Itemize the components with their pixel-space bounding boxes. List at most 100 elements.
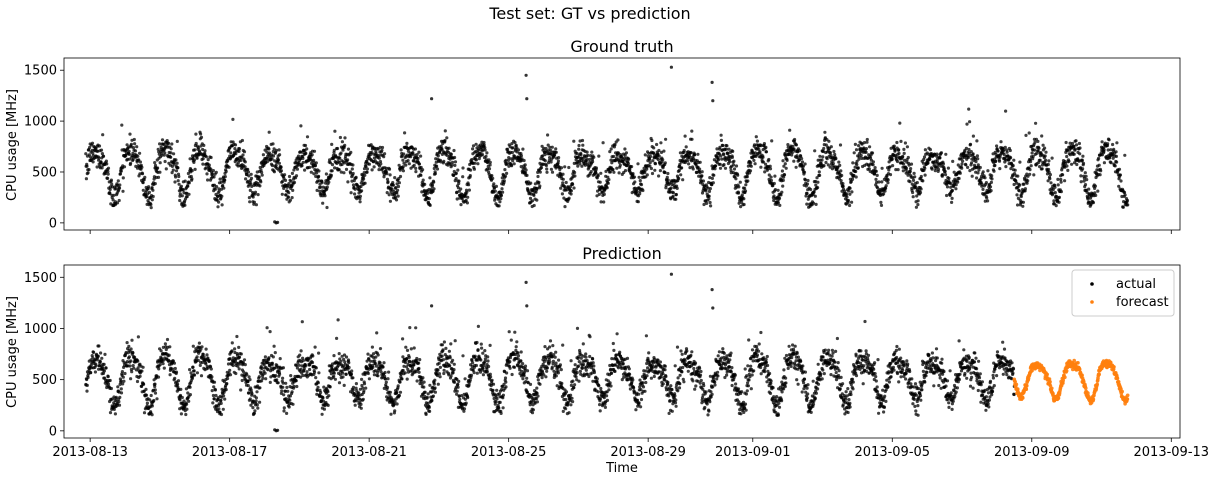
ground-truth-series-point xyxy=(253,190,258,194)
prediction-actual-point xyxy=(212,380,217,384)
prediction-actual-point xyxy=(442,371,446,376)
ground-truth-series-point xyxy=(522,158,526,163)
ground-truth-series-point xyxy=(713,167,717,171)
ground-truth-series-point xyxy=(367,162,371,166)
prediction-actual-point xyxy=(156,375,161,379)
ground-truth-series-point xyxy=(172,152,176,156)
ground-truth-series-point xyxy=(986,199,990,203)
ground-truth-series-point xyxy=(401,169,405,173)
ground-truth-series-point xyxy=(971,152,975,156)
ground-truth-series-point xyxy=(714,164,718,168)
prediction-actual-point xyxy=(428,383,432,387)
prediction-actual-point xyxy=(360,377,364,381)
ground-truth-series-point xyxy=(818,173,822,177)
ground-truth-series-point xyxy=(561,177,565,181)
ground-truth-series-point xyxy=(251,195,255,199)
prediction-actual-point xyxy=(170,367,174,371)
ground-truth-series-point xyxy=(216,205,220,209)
ground-truth-series-point xyxy=(1059,180,1063,184)
ground-truth-series-point xyxy=(970,161,974,165)
ground-truth-series-point xyxy=(653,168,657,172)
ground-truth-series-point xyxy=(790,151,794,155)
ground-truth-series-point xyxy=(350,167,354,171)
ground-truth-series-point xyxy=(662,149,666,153)
prediction-actual-point xyxy=(481,373,485,377)
ground-truth-series-point xyxy=(897,148,901,152)
ground-truth-series-point xyxy=(156,166,160,170)
prediction-actual-point xyxy=(403,371,407,375)
ground-truth-series-point xyxy=(396,188,400,192)
ground-truth-series-point xyxy=(567,196,571,200)
prediction-actual-point xyxy=(337,352,341,356)
ground-truth-series-point xyxy=(453,155,457,160)
figure-suptitle: Test set: GT vs prediction xyxy=(488,4,690,23)
ground-truth-series-point xyxy=(1061,173,1065,177)
ground-truth-series-point xyxy=(211,169,215,173)
ground-truth-series-point xyxy=(968,120,972,124)
prediction-actual-point xyxy=(185,402,189,406)
ground-truth-series-point xyxy=(1102,161,1106,165)
ground-truth-series-point xyxy=(252,200,256,204)
ground-truth-series-point xyxy=(315,188,319,192)
ground-truth-series-point xyxy=(902,147,906,151)
ground-truth-series-point xyxy=(952,170,956,174)
ground-truth-series-point xyxy=(413,147,417,151)
ground-truth-series-point xyxy=(504,158,508,162)
prediction-actual-point xyxy=(287,405,291,409)
ground-truth-series-point xyxy=(737,185,741,189)
ground-truth-series-point xyxy=(1077,141,1081,146)
ground-truth-series-point xyxy=(864,150,868,154)
prediction-actual-point xyxy=(165,337,170,342)
prediction-actual-point xyxy=(191,365,195,369)
ground-truth-series-point xyxy=(151,194,155,199)
ground-truth-series-point xyxy=(179,184,183,188)
ground-truth-series-point xyxy=(387,167,392,171)
ground-truth-series-point xyxy=(160,138,165,142)
ground-truth-series-point xyxy=(346,147,351,151)
ground-truth-series-point xyxy=(188,157,192,161)
ground-truth-series-point xyxy=(254,203,258,207)
ground-truth-series-point xyxy=(813,149,817,153)
ground-truth-series-point xyxy=(147,185,151,189)
prediction-actual-point xyxy=(452,362,456,366)
ground-truth-series-point xyxy=(104,159,108,163)
ground-truth-series-point xyxy=(289,179,293,183)
ground-truth-series-point xyxy=(212,175,216,179)
ground-truth-series-point xyxy=(943,173,948,177)
ground-truth-series-point xyxy=(643,153,647,157)
ground-truth-series-point xyxy=(330,142,334,146)
prediction-actual-point xyxy=(376,353,380,357)
ground-truth-series-point xyxy=(215,185,219,189)
ground-truth-series-point xyxy=(224,169,228,174)
prediction-actual-point xyxy=(234,371,238,376)
prediction-actual-point xyxy=(226,376,230,381)
ground-truth-series-point xyxy=(173,180,177,184)
ground-truth-series-point xyxy=(1097,156,1101,160)
prediction-actual-point xyxy=(379,370,383,374)
prediction-actual-point xyxy=(205,353,209,357)
prediction-actual-point xyxy=(116,385,120,389)
ground-truth-series-point xyxy=(140,172,145,176)
ground-truth-series-point xyxy=(274,163,278,167)
ground-truth-series-point xyxy=(158,170,162,174)
ground-truth-series-point xyxy=(698,167,702,171)
prediction-actual-point xyxy=(127,355,131,359)
ground-truth-series-point xyxy=(1028,168,1032,172)
prediction-actual-point xyxy=(150,404,154,408)
ground-truth-series-point xyxy=(116,179,120,183)
ground-truth-series-point xyxy=(911,190,915,195)
ground-truth-series-point xyxy=(696,152,700,156)
ground-truth-series-point xyxy=(578,139,582,143)
ground-truth-series-point xyxy=(237,149,241,153)
prediction-actual-point xyxy=(449,342,453,346)
prediction-actual-point xyxy=(469,373,474,377)
prediction-actual-point xyxy=(272,344,276,348)
prediction-actual-point xyxy=(332,374,336,378)
ground-truth-series-point xyxy=(764,145,768,149)
prediction-actual-point xyxy=(228,368,232,372)
ground-truth-series-point xyxy=(514,143,518,147)
ground-truth-series-point xyxy=(612,170,616,174)
ground-truth-series-point xyxy=(519,154,524,158)
ground-truth-series-point xyxy=(443,129,447,133)
prediction-actual-point xyxy=(290,390,294,394)
